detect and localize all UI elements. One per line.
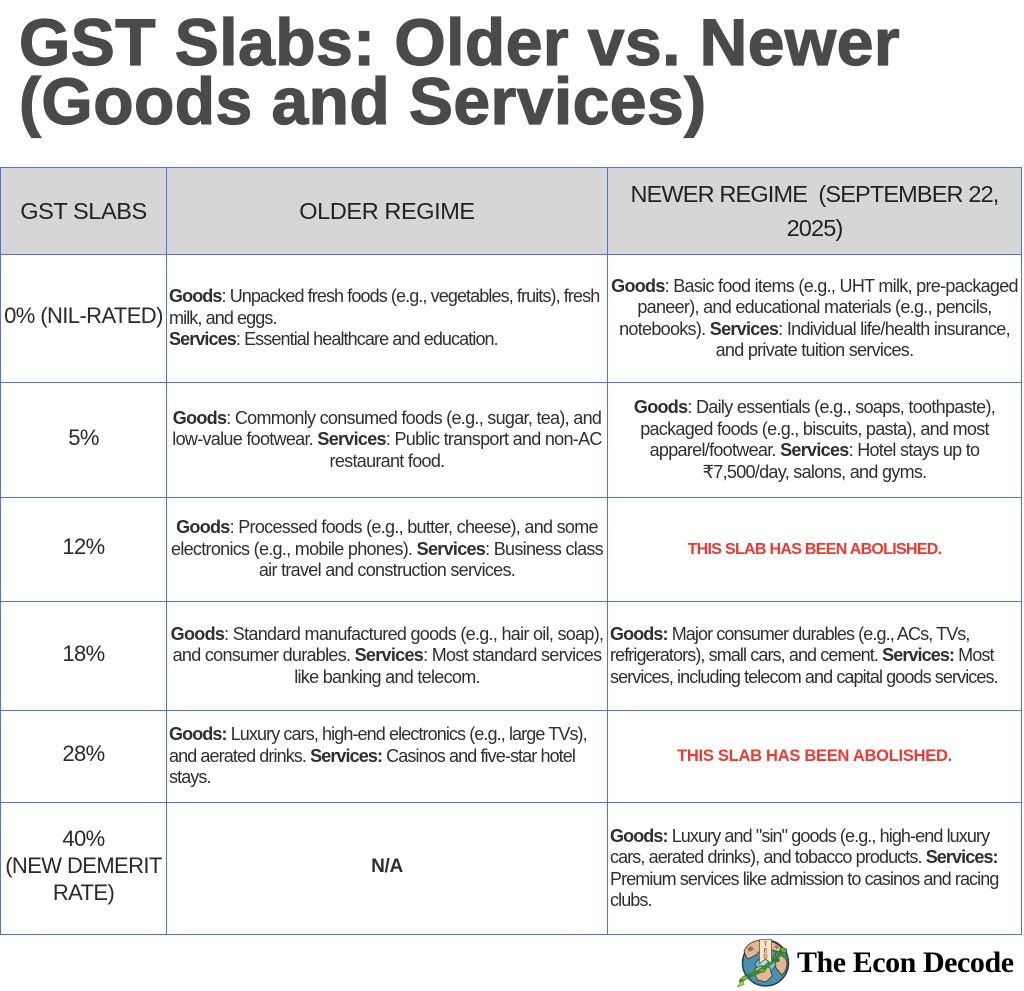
svg-text:D: D	[763, 955, 768, 961]
svg-text:E: E	[764, 948, 768, 954]
svg-text:T: T	[764, 942, 768, 948]
